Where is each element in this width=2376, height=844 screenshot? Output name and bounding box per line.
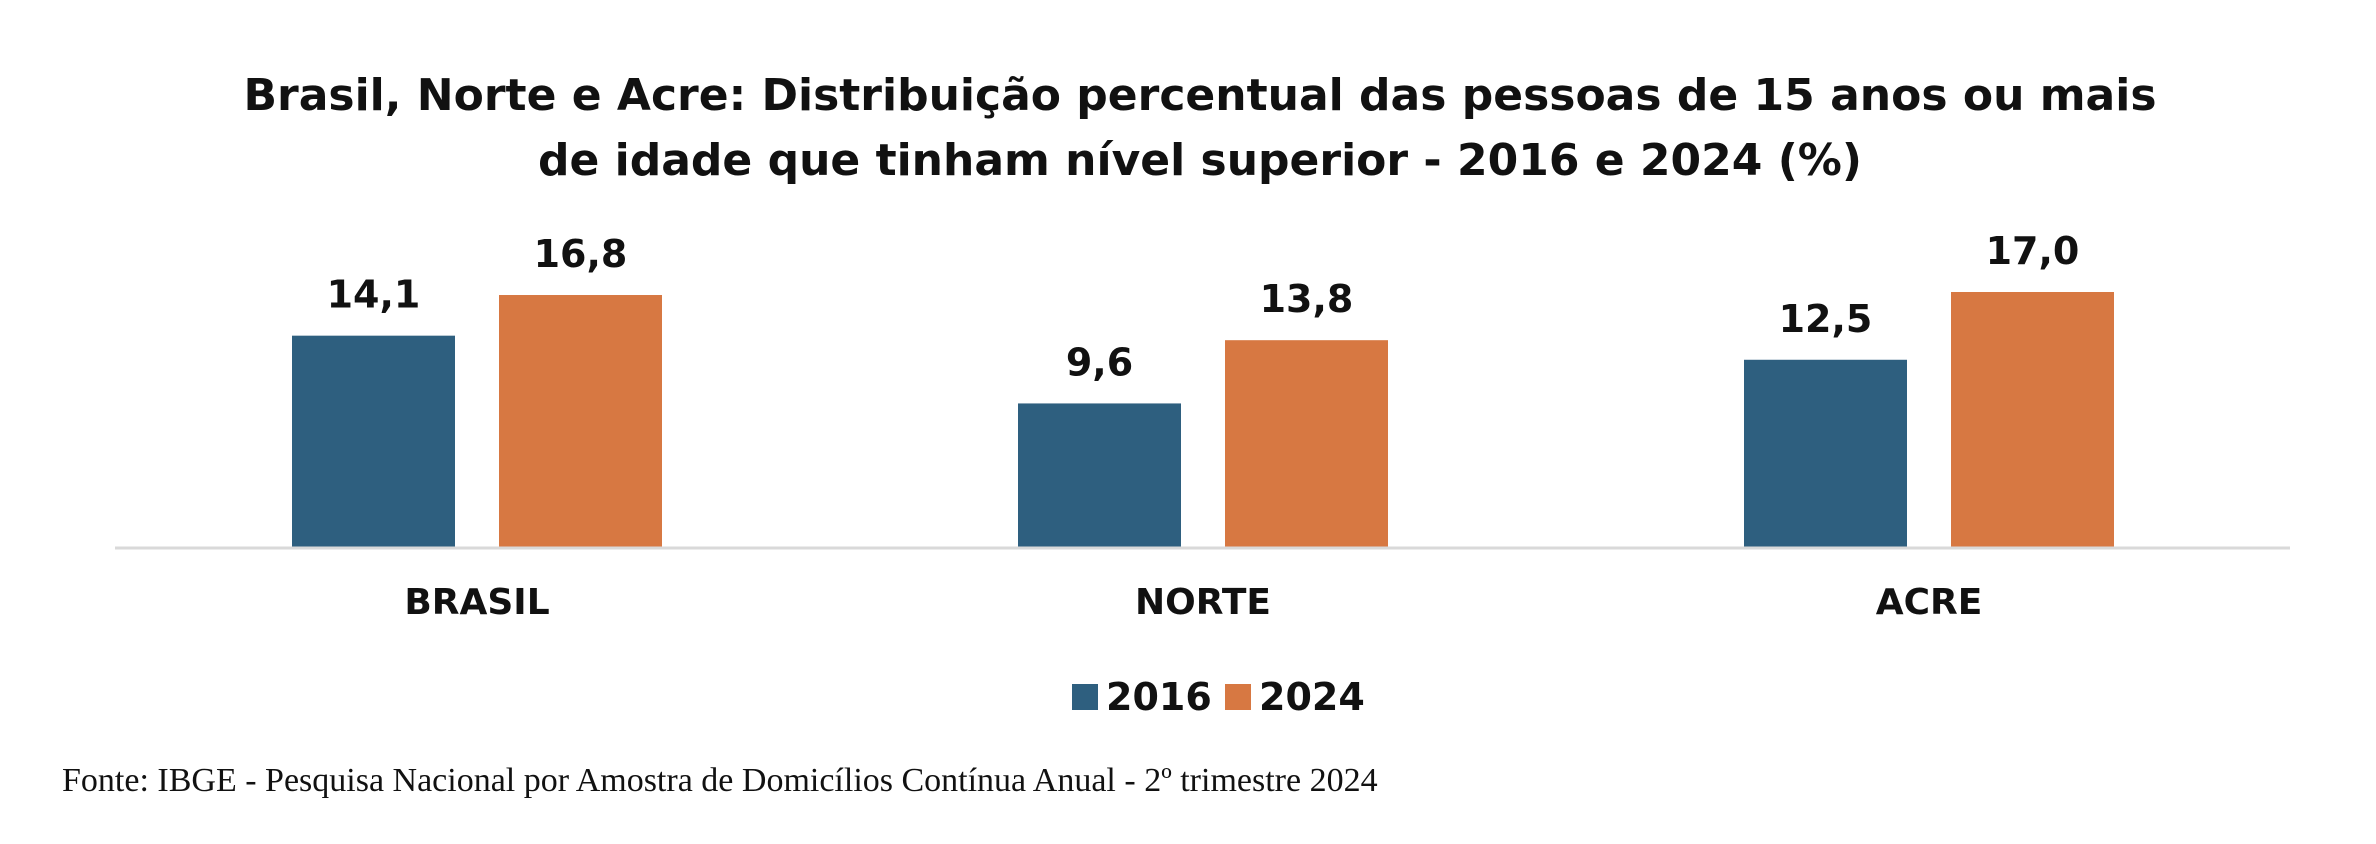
category-labels-layer: BRASIL NORTE ACRE [404,582,1982,623]
chart-title-line-1: Brasil, Norte e Acre: Distribuição perce… [243,70,2156,121]
bar-brasil-2024 [499,295,662,548]
bar-norte-2016 [1018,403,1181,548]
category-label-brasil: BRASIL [404,582,549,623]
bar-brasil-2016 [292,335,455,548]
bars-layer [292,292,2114,548]
category-label-norte: NORTE [1135,582,1271,623]
bar-acre-2024 [1951,292,2114,548]
data-label-brasil-2016: 14,1 [327,273,421,317]
bar-acre-2016 [1744,359,1907,548]
data-label-norte-2024: 13,8 [1260,277,1354,321]
bar-norte-2024 [1225,340,1388,548]
data-label-acre-2024: 17,0 [1986,229,2080,273]
chart-title: Brasil, Norte e Acre: Distribuição perce… [243,70,2156,186]
source-note: Fonte: IBGE - Pesquisa Nacional por Amos… [62,762,1378,799]
data-labels-layer: 14,1 16,8 9,6 13,8 12,5 17,0 [327,229,2080,384]
data-label-acre-2016: 12,5 [1779,297,1873,341]
legend-label-2024: 2024 [1259,675,1365,719]
chart-title-line-2: de idade que tinham nível superior - 201… [538,135,1862,186]
data-label-brasil-2024: 16,8 [534,232,628,276]
category-label-acre: ACRE [1876,582,1983,623]
legend-swatch-2024 [1225,684,1251,710]
legend-swatch-2016 [1072,684,1098,710]
data-label-norte-2016: 9,6 [1066,340,1133,384]
legend-label-2016: 2016 [1106,675,1212,719]
legend: 2016 2024 [1072,675,1365,719]
